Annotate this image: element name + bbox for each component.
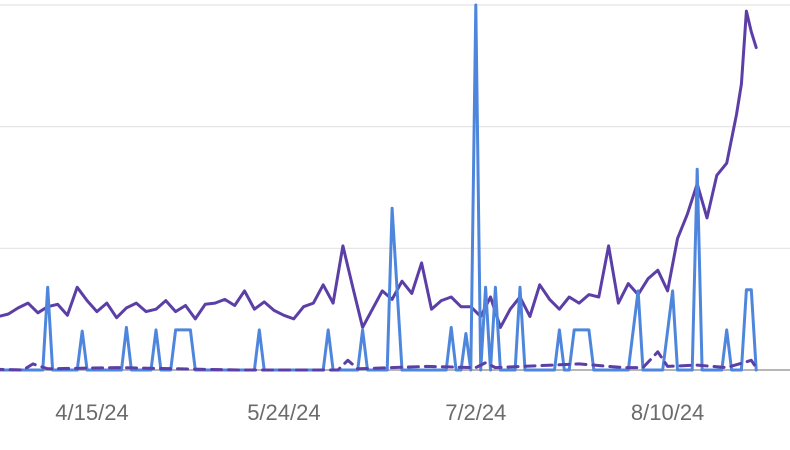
x-axis-ticks: 4/15/24 5/24/24 7/2/24 8/10/24 (55, 400, 704, 425)
x-tick-label: 5/24/24 (247, 400, 320, 425)
x-tick-label: 8/10/24 (631, 400, 704, 425)
series-group (0, 3, 758, 372)
series-line-2 (0, 3, 758, 372)
series-line-3 (0, 350, 758, 372)
x-tick-label: 7/2/24 (445, 400, 506, 425)
x-tick-label: 4/15/24 (55, 400, 128, 425)
series-line-1 (0, 9, 758, 329)
